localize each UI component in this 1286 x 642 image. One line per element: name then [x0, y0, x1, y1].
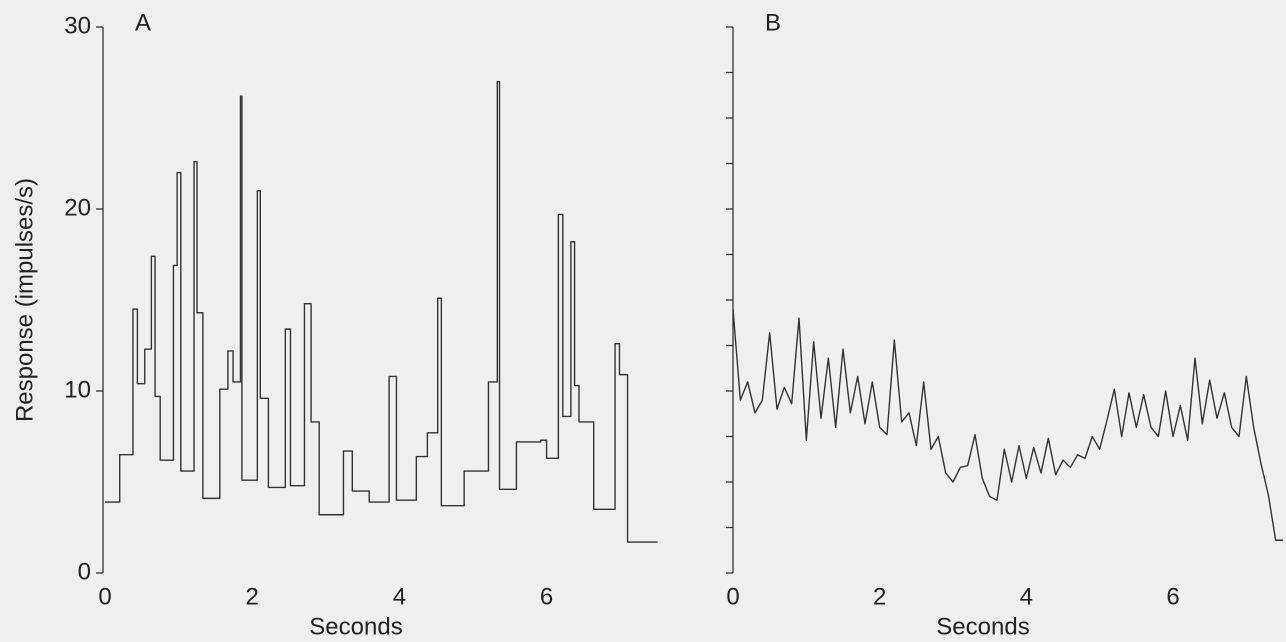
y-axis-label: Response (impulses/s)	[11, 178, 38, 422]
x-tick-label: 6	[540, 583, 553, 610]
data-line	[732, 309, 1283, 541]
x-tick-label: 2	[873, 583, 886, 610]
x-tick-label: 4	[1020, 583, 1033, 610]
x-tick-label: 6	[1166, 583, 1179, 610]
panel-label: A	[135, 9, 151, 36]
y-tick-label: 0	[78, 558, 91, 585]
y-tick-label: 10	[64, 376, 91, 403]
y-tick-label: 30	[64, 12, 91, 39]
x-axis-label: Seconds	[936, 613, 1029, 640]
x-axis-label: Seconds	[309, 613, 402, 640]
x-tick-label: 0	[98, 583, 111, 610]
x-tick-label: 0	[726, 583, 739, 610]
data-line	[105, 80, 658, 543]
x-tick-label: 2	[246, 583, 259, 610]
y-tick-label: 20	[64, 194, 91, 221]
panel-label: B	[765, 9, 781, 36]
x-tick-label: 4	[393, 583, 406, 610]
